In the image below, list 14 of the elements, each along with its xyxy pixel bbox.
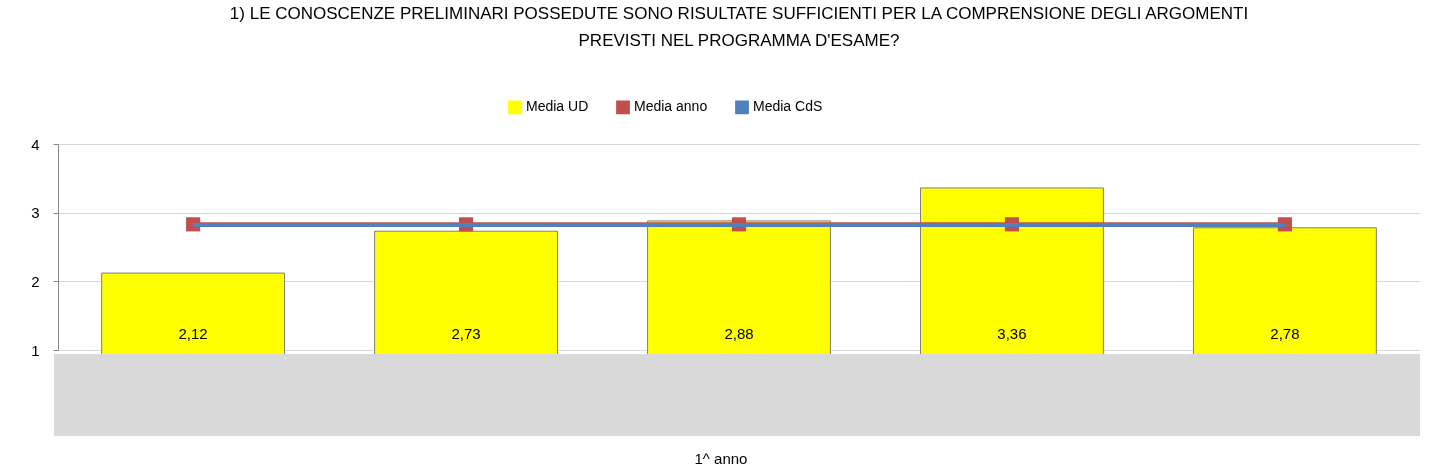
legend-label: Media CdS: [753, 98, 823, 115]
legend-label: Media UD: [526, 98, 589, 115]
data-label: 2,12: [178, 325, 208, 342]
y-tick-label: 1: [31, 341, 40, 359]
data-label: 2,78: [1270, 325, 1300, 342]
data-label: 2,73: [451, 325, 481, 342]
y-tick-label: 3: [31, 204, 40, 222]
data-label: 3,36: [997, 325, 1027, 342]
chart-title: 1) LE CONOSCENZE PRELIMINARI POSSEDUTE SONO RISULTATE SUFFICIENTI PER LA COMPRENSIONE DEGLI ARGOMENTI PREVISTI NEL PROGRAMMA D'ESAME?: [229, 4, 1249, 50]
legend-label: Media anno: [634, 98, 708, 115]
text: 1^ anno: [693, 450, 749, 467]
y-tick-label: 4: [31, 135, 40, 153]
y-tick-label: 2: [31, 272, 40, 290]
data-label: 2,88: [724, 325, 754, 342]
